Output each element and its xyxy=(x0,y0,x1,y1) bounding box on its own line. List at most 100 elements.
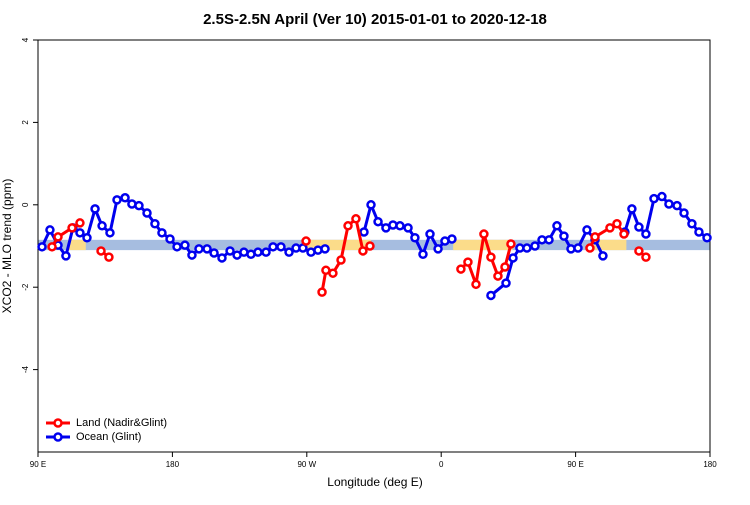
data-point xyxy=(582,225,592,235)
data-point xyxy=(493,271,503,281)
x-tick-label: 180 xyxy=(166,460,180,469)
band-segment xyxy=(67,239,86,251)
data-point xyxy=(366,200,376,210)
legend-label: Land (Nadir&Glint) xyxy=(76,417,167,429)
data-point xyxy=(530,241,540,251)
data-point xyxy=(37,242,47,252)
data-point xyxy=(105,228,115,238)
data-point xyxy=(641,252,651,262)
data-point xyxy=(634,222,644,232)
data-point xyxy=(664,199,674,209)
data-point xyxy=(104,252,114,262)
data-point xyxy=(463,257,473,267)
data-point xyxy=(53,232,63,242)
data-point xyxy=(573,243,583,253)
data-point xyxy=(165,234,175,244)
data-point xyxy=(61,251,71,261)
data-point xyxy=(552,221,562,231)
chart-title: 2.5S-2.5N April (Ver 10) 2015-01-01 to 2… xyxy=(203,11,547,28)
x-tick-label: 90 E xyxy=(30,460,46,469)
data-point xyxy=(585,243,595,253)
data-point xyxy=(672,200,682,211)
data-point xyxy=(657,191,667,202)
x-tick-label: 0 xyxy=(439,460,444,469)
data-point xyxy=(486,252,496,262)
data-point xyxy=(134,200,144,211)
data-point xyxy=(365,241,375,251)
data-point xyxy=(544,235,554,245)
x-tick-label: 180 xyxy=(703,460,717,469)
data-point xyxy=(605,223,615,233)
data-point xyxy=(67,223,77,233)
data-point xyxy=(702,233,712,243)
data-point xyxy=(373,216,383,227)
data-point xyxy=(343,221,353,231)
series-line xyxy=(50,215,647,293)
data-point xyxy=(500,262,510,272)
y-tick-label: 0 xyxy=(21,202,30,207)
data-point xyxy=(261,247,271,257)
data-point xyxy=(336,255,346,265)
data-point xyxy=(268,242,278,252)
data-point xyxy=(96,246,106,256)
data-point xyxy=(598,251,608,261)
data-point xyxy=(358,246,368,256)
x-axis-label: Longitude (deg E) xyxy=(327,475,422,489)
data-point xyxy=(75,228,85,238)
data-point xyxy=(522,243,532,253)
data-point xyxy=(687,219,697,229)
data-point xyxy=(284,247,294,257)
data-point xyxy=(301,236,311,246)
data-point xyxy=(157,228,167,238)
data-point xyxy=(506,239,516,249)
data-point xyxy=(619,229,629,239)
x-tick-label: 90 E xyxy=(567,460,583,469)
data-point xyxy=(217,253,227,263)
data-point xyxy=(45,225,55,235)
data-point xyxy=(276,242,286,252)
data-point xyxy=(403,223,413,233)
data-point xyxy=(225,246,235,256)
data-point xyxy=(328,268,338,278)
legend-marker xyxy=(53,432,63,442)
data-point xyxy=(679,208,689,218)
data-point xyxy=(320,244,330,254)
data-point xyxy=(433,244,443,254)
data-point xyxy=(395,221,405,231)
data-point xyxy=(317,287,327,297)
legend-marker xyxy=(53,418,63,428)
band-segment xyxy=(306,239,372,251)
data-point xyxy=(634,246,644,256)
data-point xyxy=(172,242,182,252)
data-point xyxy=(112,195,122,205)
data-point xyxy=(612,219,622,229)
y-tick-label: -4 xyxy=(21,365,30,373)
data-point xyxy=(479,229,489,239)
y-tick-label: -2 xyxy=(21,283,30,291)
data-point xyxy=(456,264,466,274)
data-point xyxy=(471,279,481,290)
data-point xyxy=(508,253,518,263)
data-point xyxy=(627,204,637,214)
data-point xyxy=(209,248,219,258)
data-point xyxy=(359,227,369,237)
data-point xyxy=(75,218,85,228)
data-point xyxy=(142,208,152,218)
data-point xyxy=(418,249,428,259)
data-point xyxy=(501,278,511,288)
data-point xyxy=(694,227,704,237)
data-point xyxy=(180,240,190,250)
data-point xyxy=(559,231,569,241)
data-point xyxy=(351,214,361,224)
data-point xyxy=(447,234,457,244)
data-point xyxy=(82,233,92,243)
data-point xyxy=(425,229,435,239)
data-point xyxy=(194,244,204,254)
data-point xyxy=(410,233,420,243)
data-point xyxy=(187,250,197,260)
data-point xyxy=(590,232,600,242)
data-point xyxy=(202,244,212,254)
data-point xyxy=(641,229,651,239)
